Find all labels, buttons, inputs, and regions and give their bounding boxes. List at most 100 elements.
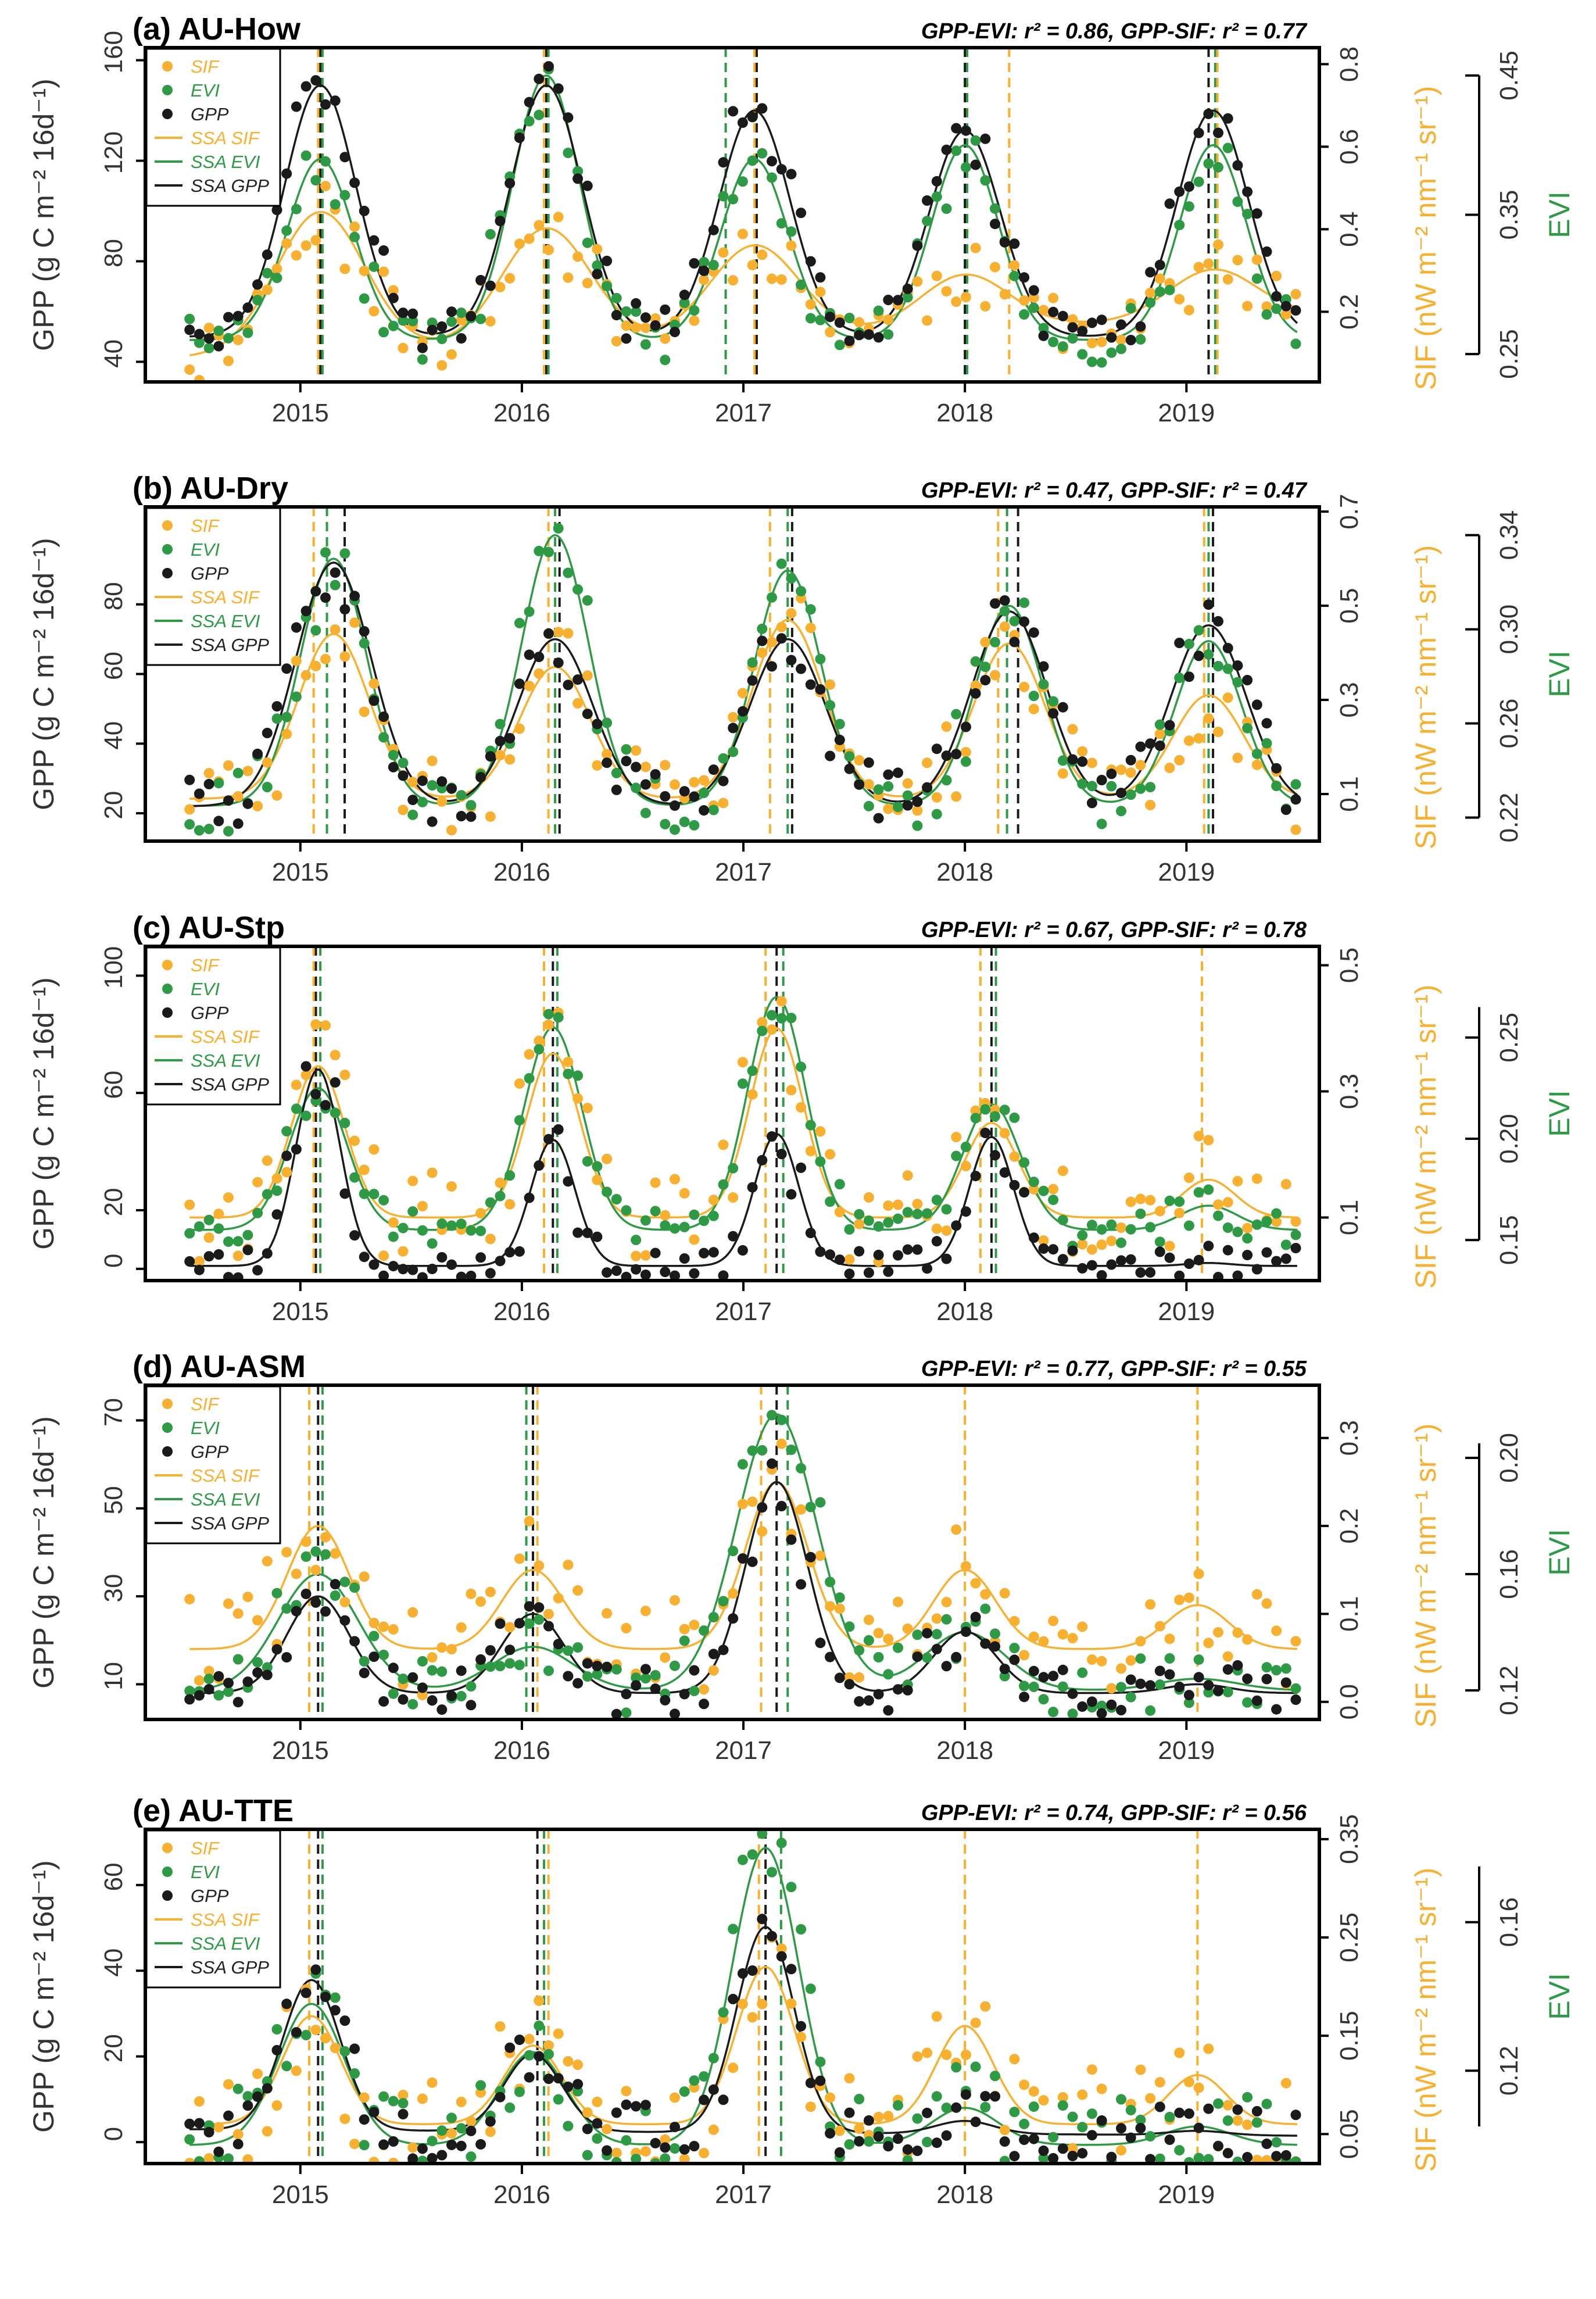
evi-point: [1193, 1654, 1204, 1665]
sif-point: [1067, 1633, 1078, 1644]
evi-point: [728, 1163, 739, 1174]
sif-point: [1232, 1627, 1243, 1638]
evi-point: [592, 260, 603, 271]
gpp-point: [902, 283, 913, 294]
sif-point: [310, 1564, 321, 1575]
evi-point: [670, 1660, 680, 1671]
gpp-point: [999, 2136, 1010, 2147]
gpp-point: [407, 1672, 418, 1683]
gpp-point: [300, 81, 312, 92]
sif-point: [689, 1234, 700, 1245]
gpp-point: [728, 106, 739, 117]
gpp-point: [417, 1272, 428, 1281]
gpp-point: [339, 152, 350, 163]
sif-point: [378, 266, 389, 277]
gpp-point: [699, 1247, 710, 1258]
sif-point: [485, 1233, 496, 1245]
gpp-point: [320, 99, 331, 110]
sif-axis-label: SIF (nW m⁻² nm⁻¹ sr⁻¹): [1409, 545, 1442, 850]
gpp-point: [213, 816, 224, 827]
sif-point: [1067, 314, 1078, 325]
evi-point: [184, 1228, 195, 1239]
evi-point: [640, 807, 651, 818]
evi-point: [825, 1196, 836, 1207]
gpp-point: [679, 786, 690, 797]
gpp-point: [1183, 671, 1194, 682]
evi-point: [902, 2155, 913, 2164]
gpp-point: [834, 734, 845, 745]
gpp-point: [1183, 1258, 1194, 1269]
evi-point: [572, 166, 584, 177]
sif-point: [699, 274, 710, 285]
sif-point: [504, 754, 516, 765]
evi-point: [640, 1215, 651, 1226]
sif-point: [553, 627, 564, 638]
evi-point: [747, 1066, 758, 1077]
gpp-point: [1135, 741, 1146, 752]
evi-point: [670, 824, 680, 835]
sif-point: [1174, 1207, 1185, 1218]
sif-point: [407, 1175, 418, 1186]
gpp-point: [728, 1994, 739, 2004]
gpp-point: [854, 330, 865, 341]
evi-point: [1019, 1157, 1030, 1168]
sif-point: [1290, 1216, 1301, 1227]
evi-point: [582, 595, 593, 606]
sif-point: [767, 637, 777, 648]
sif-point: [262, 1556, 273, 1567]
sif-point: [349, 221, 360, 233]
evi-point: [844, 1224, 855, 1235]
sif-point: [543, 245, 554, 255]
gpp-point: [543, 1621, 554, 1632]
gpp-point: [1145, 738, 1156, 749]
gpp-point: [407, 1264, 418, 1275]
evi-point: [1203, 649, 1214, 660]
evi-point: [456, 2123, 467, 2134]
evi-point: [388, 320, 399, 331]
gpp-point: [456, 811, 467, 821]
gpp-point: [1164, 1252, 1175, 1263]
gpp-point: [1116, 1255, 1126, 1266]
gpp-point: [1251, 208, 1262, 219]
gpp-point: [1174, 186, 1185, 197]
gpp-point: [1271, 291, 1282, 302]
sif-point: [436, 1642, 448, 1653]
legend-marker: [162, 1446, 173, 1457]
gpp-point: [1125, 2132, 1136, 2143]
gpp-point: [592, 718, 603, 730]
sif-point: [1096, 337, 1107, 348]
gpp-point: [980, 1638, 991, 1649]
gpp-point: [922, 2107, 933, 2118]
sif-point: [1038, 305, 1049, 316]
sif-point: [524, 2033, 535, 2044]
gpp-point: [1290, 2109, 1301, 2121]
sif-point: [999, 1128, 1010, 1139]
sif-point: [970, 2017, 981, 2028]
evi-point: [951, 2062, 962, 2073]
gpp-point: [767, 156, 777, 167]
sif-point: [485, 2126, 496, 2137]
sif-point: [262, 2126, 273, 2137]
gpp-point: [1048, 708, 1059, 719]
sif-point: [1057, 1165, 1068, 1177]
gpp-point: [805, 2078, 816, 2089]
sif-point: [1028, 1184, 1039, 1195]
sif-point: [398, 342, 409, 353]
gpp-point: [640, 1664, 651, 1675]
evi-point: [466, 2151, 477, 2162]
gpp-point: [1280, 805, 1291, 815]
gpp-point: [1280, 2150, 1291, 2161]
sif-point: [883, 1633, 894, 1644]
sif-point: [184, 364, 195, 375]
gpp-tick-label: 40: [99, 721, 128, 750]
evi-point: [728, 1546, 739, 1557]
sif-point: [1251, 1589, 1262, 1600]
evi-point: [805, 313, 816, 324]
sif-point: [1222, 1651, 1233, 1662]
gpp-point: [1086, 317, 1097, 328]
sif-point: [883, 314, 894, 325]
gpp-point: [1193, 650, 1204, 662]
gpp-point: [582, 709, 593, 720]
gpp-tick-label: 60: [99, 1071, 128, 1099]
sif-point: [999, 289, 1010, 300]
